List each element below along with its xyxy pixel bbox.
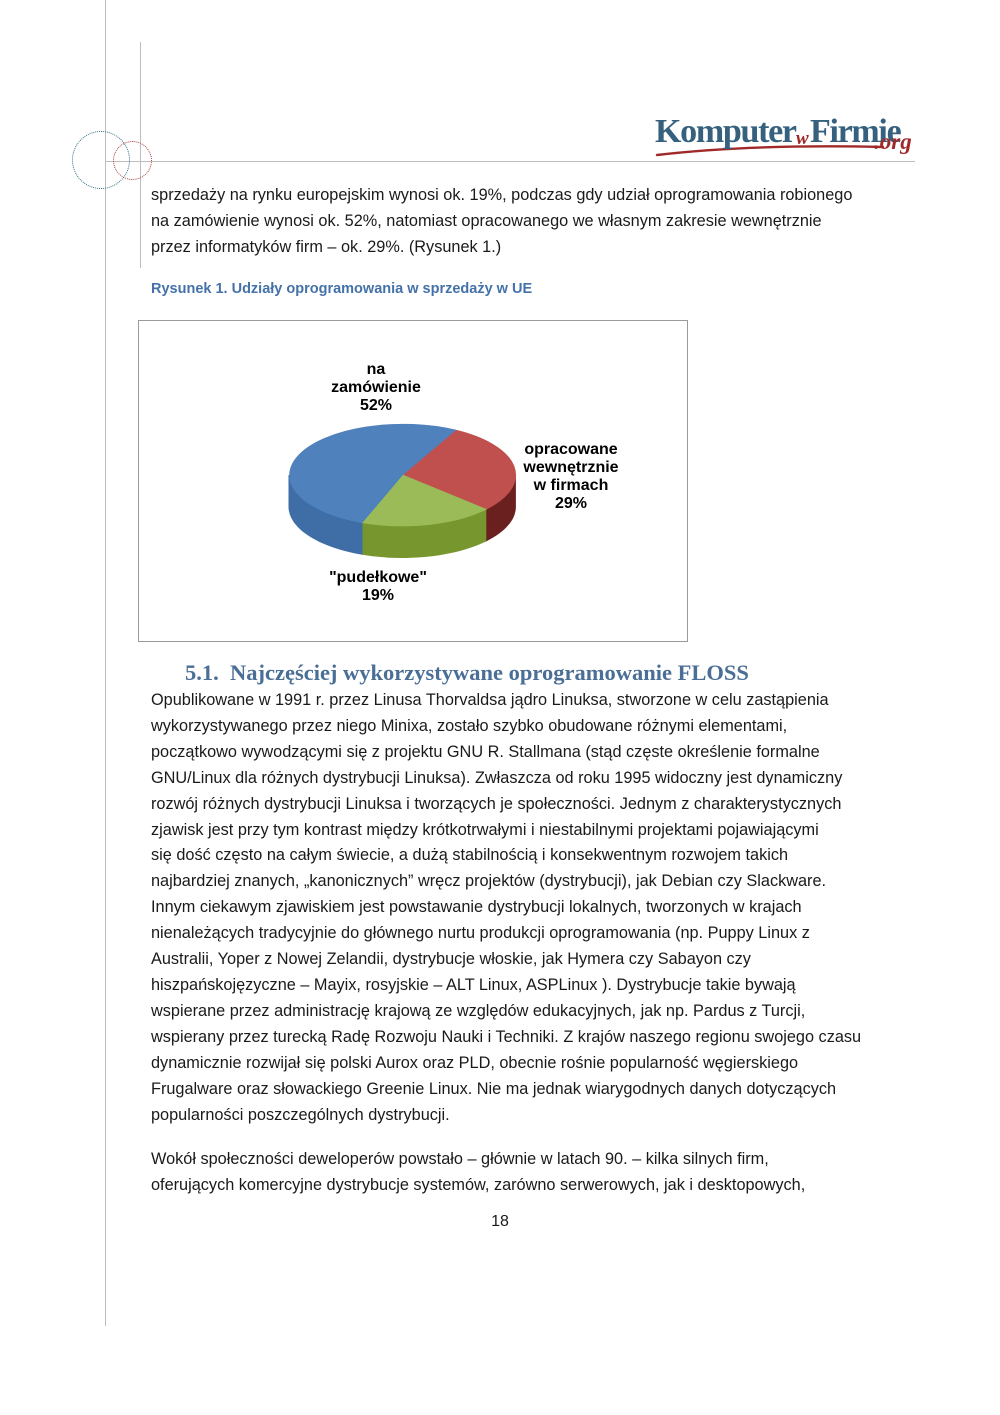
- svg-text:Komputer: Komputer: [655, 113, 797, 150]
- svg-text:w: w: [796, 128, 809, 149]
- svg-text:.org: .org: [874, 129, 912, 154]
